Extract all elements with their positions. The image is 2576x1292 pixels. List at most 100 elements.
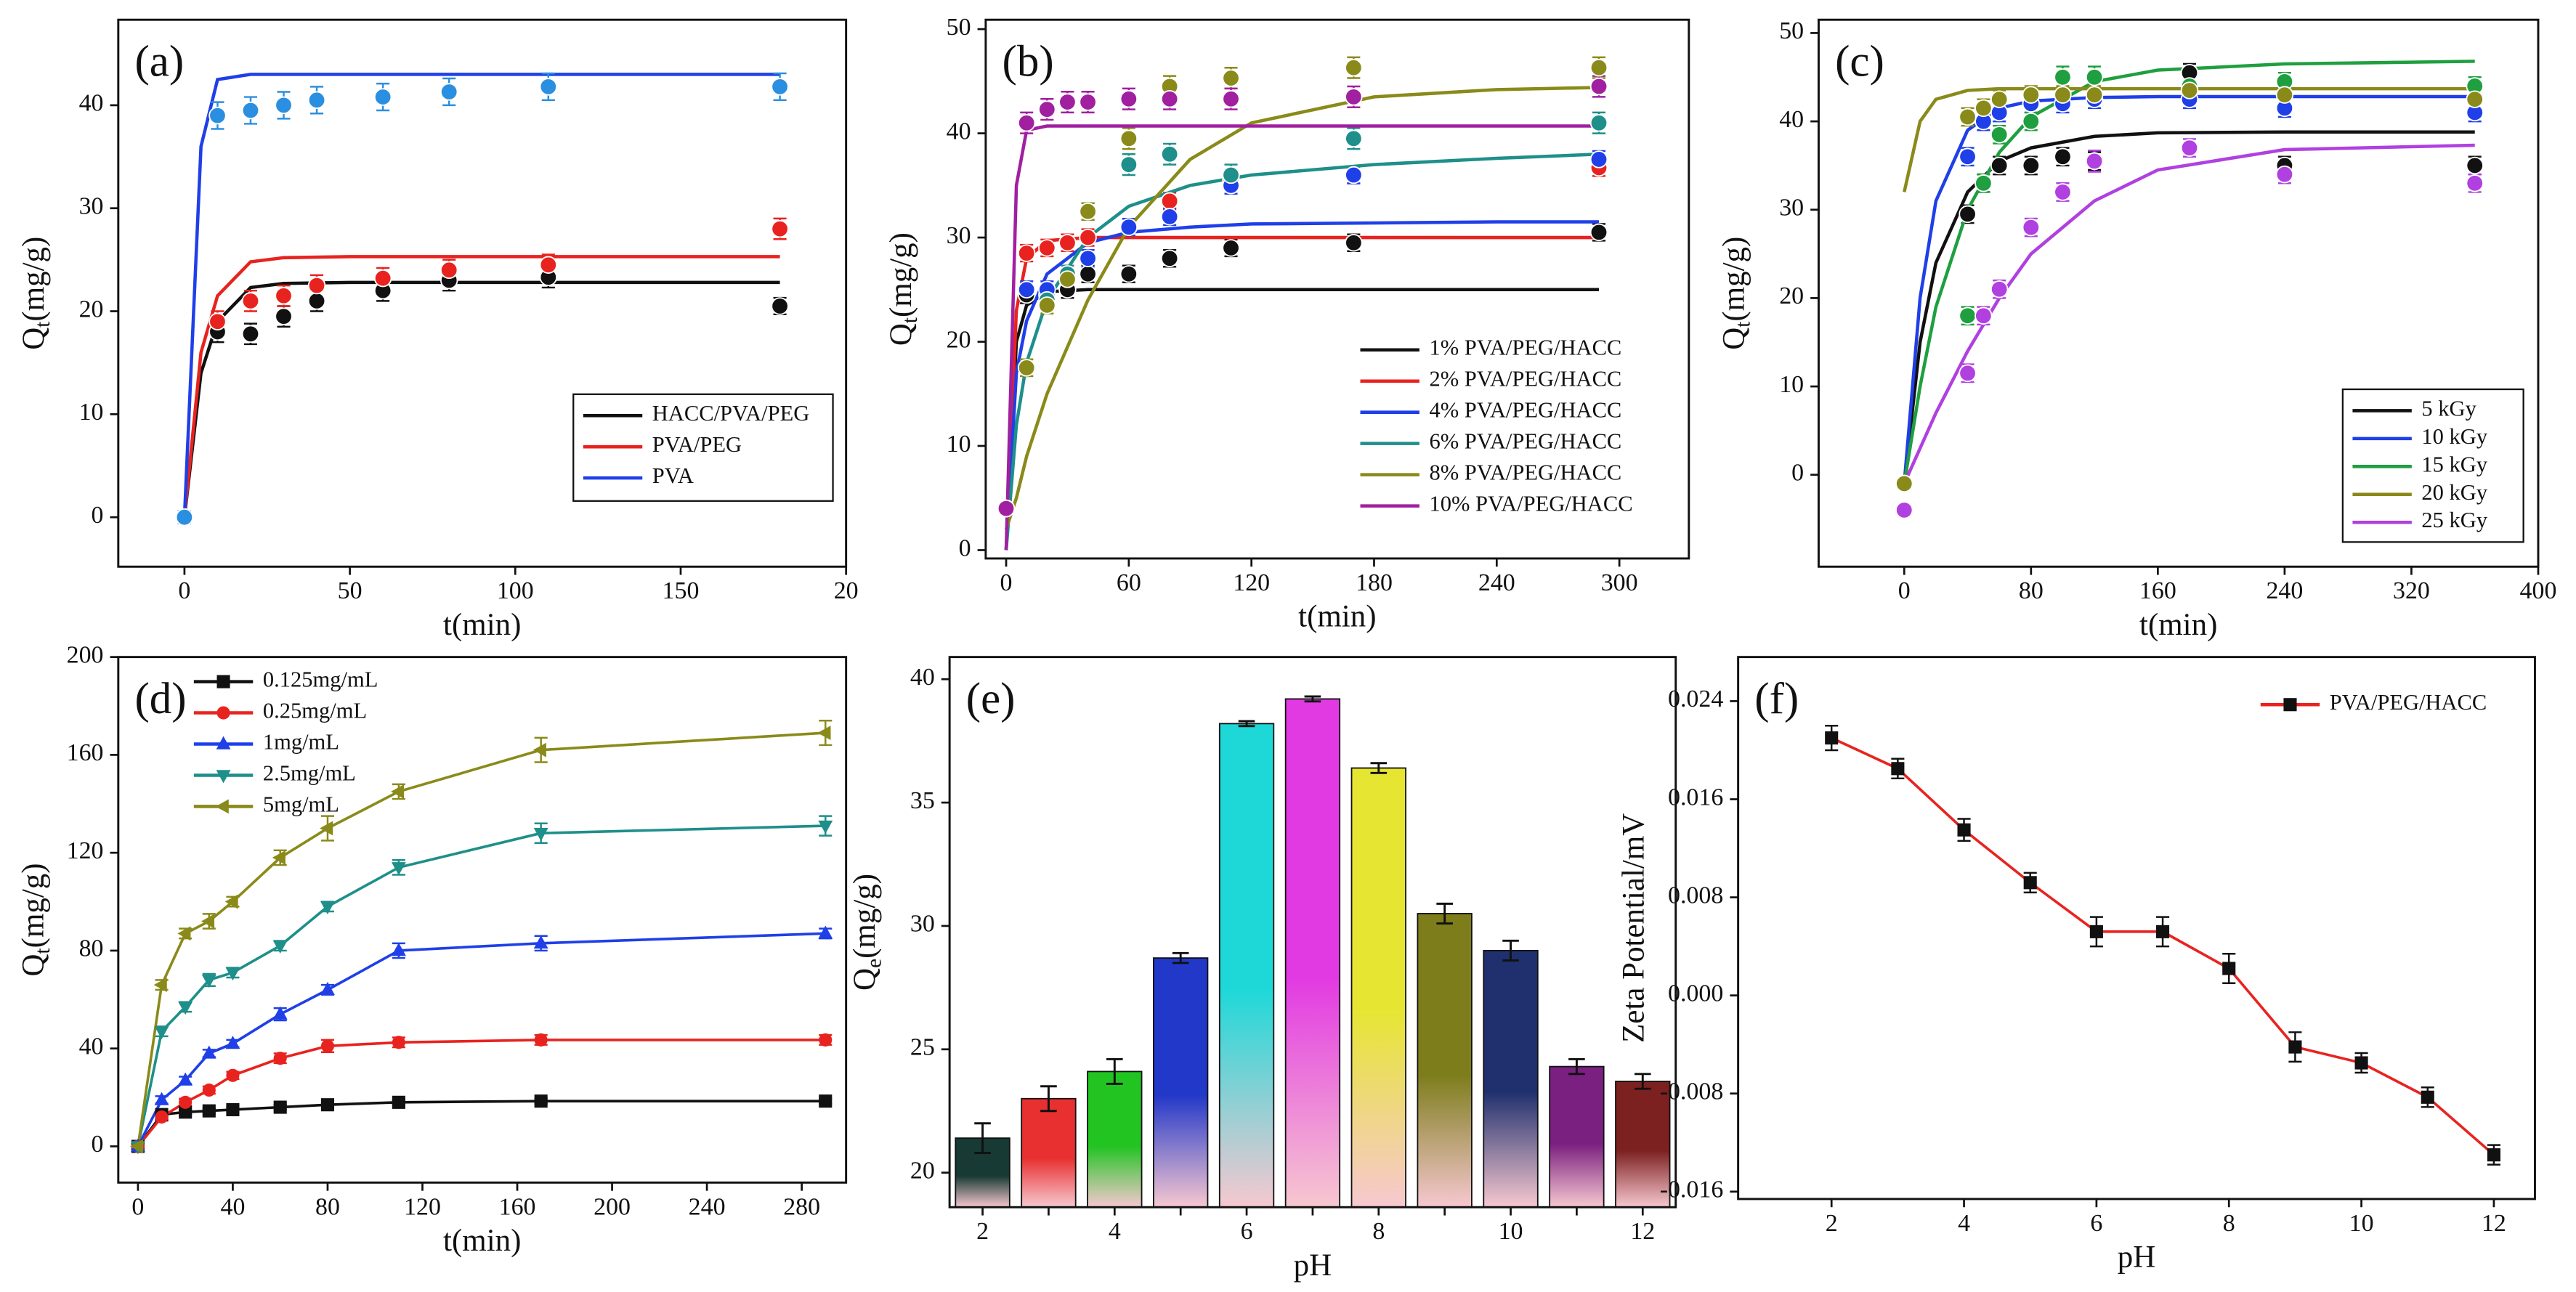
y-axis-label: Zeta Potential/mV [1616,813,1650,1043]
data-point [1079,202,1097,221]
data-point [818,925,833,939]
bar [1615,1081,1671,1208]
data-point [1160,192,1179,211]
legend-marker [216,706,230,720]
data-point [1079,249,1097,267]
plot-frame [1737,656,2536,1200]
error-bar [1436,902,1453,925]
data-point [272,850,285,865]
y-tick-label: 80 [79,935,104,962]
error-bar [1370,762,1388,774]
data-point [1222,166,1240,184]
y-tick-label: -0.008 [1660,1078,1724,1105]
y-tick-label: 35 [910,787,935,814]
data-point [771,219,789,238]
data-point [320,901,335,915]
x-axis-label: t(min) [2139,608,2217,642]
legend-label: 6% PVA/PEG/HACC [1429,429,1621,454]
data-point [2085,86,2104,104]
data-point [2054,147,2072,166]
x-tick-label: 10 [1499,1218,1523,1245]
data-point [2023,876,2037,890]
data-point [819,1033,833,1047]
error-bar [1238,720,1255,728]
data-point [1345,88,1363,106]
y-tick-label: 120 [67,837,104,864]
x-tick-label: 12 [2482,1210,2506,1237]
x-tick-label: 160 [499,1193,536,1220]
data-point [177,926,191,941]
legend-frame [572,393,834,502]
legend-label: 4% PVA/PEG/HACC [1429,398,1621,423]
error-bar [1172,951,1189,964]
data-point [272,940,288,954]
panel: 0 10 20 30 40 50 0 60 120 180 240 300 t(min) Qt(mg/g)… [884,14,1690,633]
data-point [202,1104,216,1118]
data-point [1038,239,1056,257]
y-axis-label: Qt(mg/g) [1717,237,1754,350]
legend-marker [216,675,230,688]
data-point [2054,183,2072,201]
data-point [241,292,260,310]
data-point [2421,1090,2434,1104]
y-tick-label: 20 [79,296,104,322]
y-tick-label: 0.024 [1668,686,1723,712]
data-point [1079,93,1097,111]
data-point [1959,147,1977,166]
data-point [307,276,326,295]
data-point [1957,823,1971,837]
fit-line [1903,143,2475,484]
x-tick-label: 2 [1826,1210,1838,1237]
legend-label: 2.5mg/mL [263,760,356,785]
fit-line [1004,153,1600,550]
data-point [1345,129,1363,147]
data-point [202,1083,216,1097]
y-tick-label: 50 [947,14,971,41]
data-point [179,1105,193,1119]
x-tick-label: 0 [131,1193,144,1220]
plot-area [131,720,833,1150]
data-point [1079,228,1097,247]
data-point [391,784,405,799]
y-tick-label: 20 [910,1157,935,1184]
data-point [2156,925,2170,938]
bar [1021,1097,1077,1208]
x-tick-label: 150 [663,577,700,604]
panel-label: (c) [1835,38,1884,86]
data-point [178,1001,193,1015]
data-point [2354,1056,2368,1070]
y-tick-label: 10 [79,399,104,426]
panel: 0 10 20 30 40 0 50 100 150 20 t(min) Qt(mg/g) HACC/P… [17,18,859,642]
data-point [1119,90,1138,108]
y-tick-label: 160 [67,739,104,766]
x-axis-label: t(min) [443,1224,521,1258]
data-point [1825,731,1839,745]
legend-frame [2341,388,2524,543]
x-tick-label: 80 [315,1193,340,1220]
x-tick-label: 50 [338,577,362,604]
bar [1284,698,1341,1208]
error-bar [1304,695,1321,703]
legend-label: 5 kGy [2421,396,2476,420]
data-point [1589,114,1608,132]
fit-line [1903,86,2475,192]
data-point [320,1098,335,1112]
fit-line [1903,94,2475,484]
x-tick-label: 240 [1478,569,1515,596]
legend-marker [2283,698,2297,712]
data-point [1017,114,1036,132]
bar [1087,1070,1143,1208]
fit-line [1004,235,1599,550]
data-point [1589,223,1608,242]
data-point [275,96,293,115]
data-point [208,312,227,330]
panel-label: (f) [1754,675,1799,723]
data-point [226,1102,240,1116]
data-point [272,1006,288,1020]
y-axis-label-main: Q [17,328,51,350]
y-tick-label: 0 [92,502,104,529]
bar [1350,767,1406,1208]
y-tick-label: 0.000 [1668,980,1723,1007]
plot-frame [984,18,1690,560]
